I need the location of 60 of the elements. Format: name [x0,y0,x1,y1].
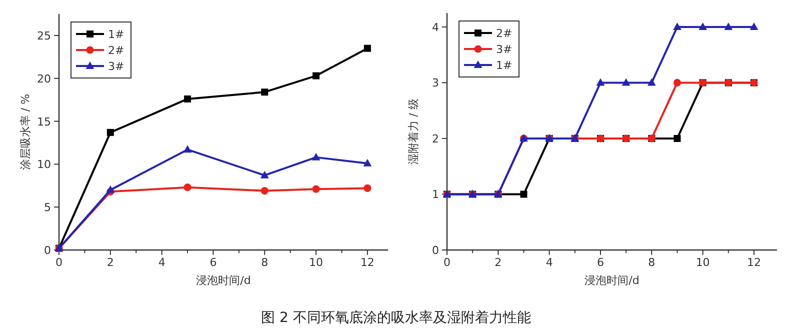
y-axis-title: 湿附着力 / 级 [407,98,420,164]
point [260,186,268,195]
point [596,78,605,86]
y-tick-label: 20 [37,72,51,86]
x-tick-label: 12 [360,256,374,269]
point [622,78,630,86]
point [183,145,192,153]
x-tick-label: 6 [210,256,217,269]
point [312,185,320,193]
point [698,22,708,30]
point [363,158,372,166]
point [312,72,320,80]
y-tick-label: 2 [432,132,439,146]
x-tick-label: 4 [158,256,166,269]
point [674,134,681,142]
x-axis-title: 浸泡时间/d [584,274,640,287]
x-tick-label: 2 [494,256,502,269]
y-tick-label: 1 [432,188,439,202]
caption: 图 2 不同环氧底涂的吸水率及湿附着力性能 [261,310,531,326]
x-tick-label: 10 [309,256,324,269]
point [750,22,758,30]
point [673,22,682,30]
point [312,152,320,160]
point [673,78,682,87]
y-axis-title: 涂层吸水率 / % [19,94,32,170]
point [106,185,115,193]
x-tick-label: 8 [648,256,656,269]
x-tick-label: 6 [596,256,604,269]
y-tick-label: 5 [44,201,51,214]
x-axis-title: 浸泡时间/d [196,274,251,287]
x-tick-label: 8 [261,256,268,269]
point [647,78,656,86]
legend-label: 2# [496,27,512,40]
legend-label: 2# [108,44,124,57]
x-tick-label: 4 [546,256,553,269]
x-tick-label: 12 [746,256,761,269]
x-tick-label: 2 [106,256,114,269]
x-tick-label: 10 [696,256,710,269]
point [260,170,269,178]
point [261,88,268,96]
point [106,128,114,136]
legend-label: 3# [496,43,512,56]
legend-label: 3# [108,60,124,73]
point [724,22,733,30]
point [184,184,192,192]
point [364,184,372,192]
y-tick-label: 0 [432,244,439,257]
y-tick-label: 3 [432,76,439,90]
legend-label: 1# [108,28,124,41]
point [520,190,528,198]
x-tick-label: 0 [444,256,450,269]
y-tick-label: 25 [37,29,51,42]
y-tick-label: 10 [37,158,51,172]
point [184,95,192,102]
legend-label: 1# [496,59,512,72]
point [364,44,371,52]
y-tick-label: 4 [432,20,439,34]
x-tick-label: 0 [56,256,62,269]
y-tick-label: 15 [37,115,51,128]
y-tick-label: 0 [44,244,51,257]
